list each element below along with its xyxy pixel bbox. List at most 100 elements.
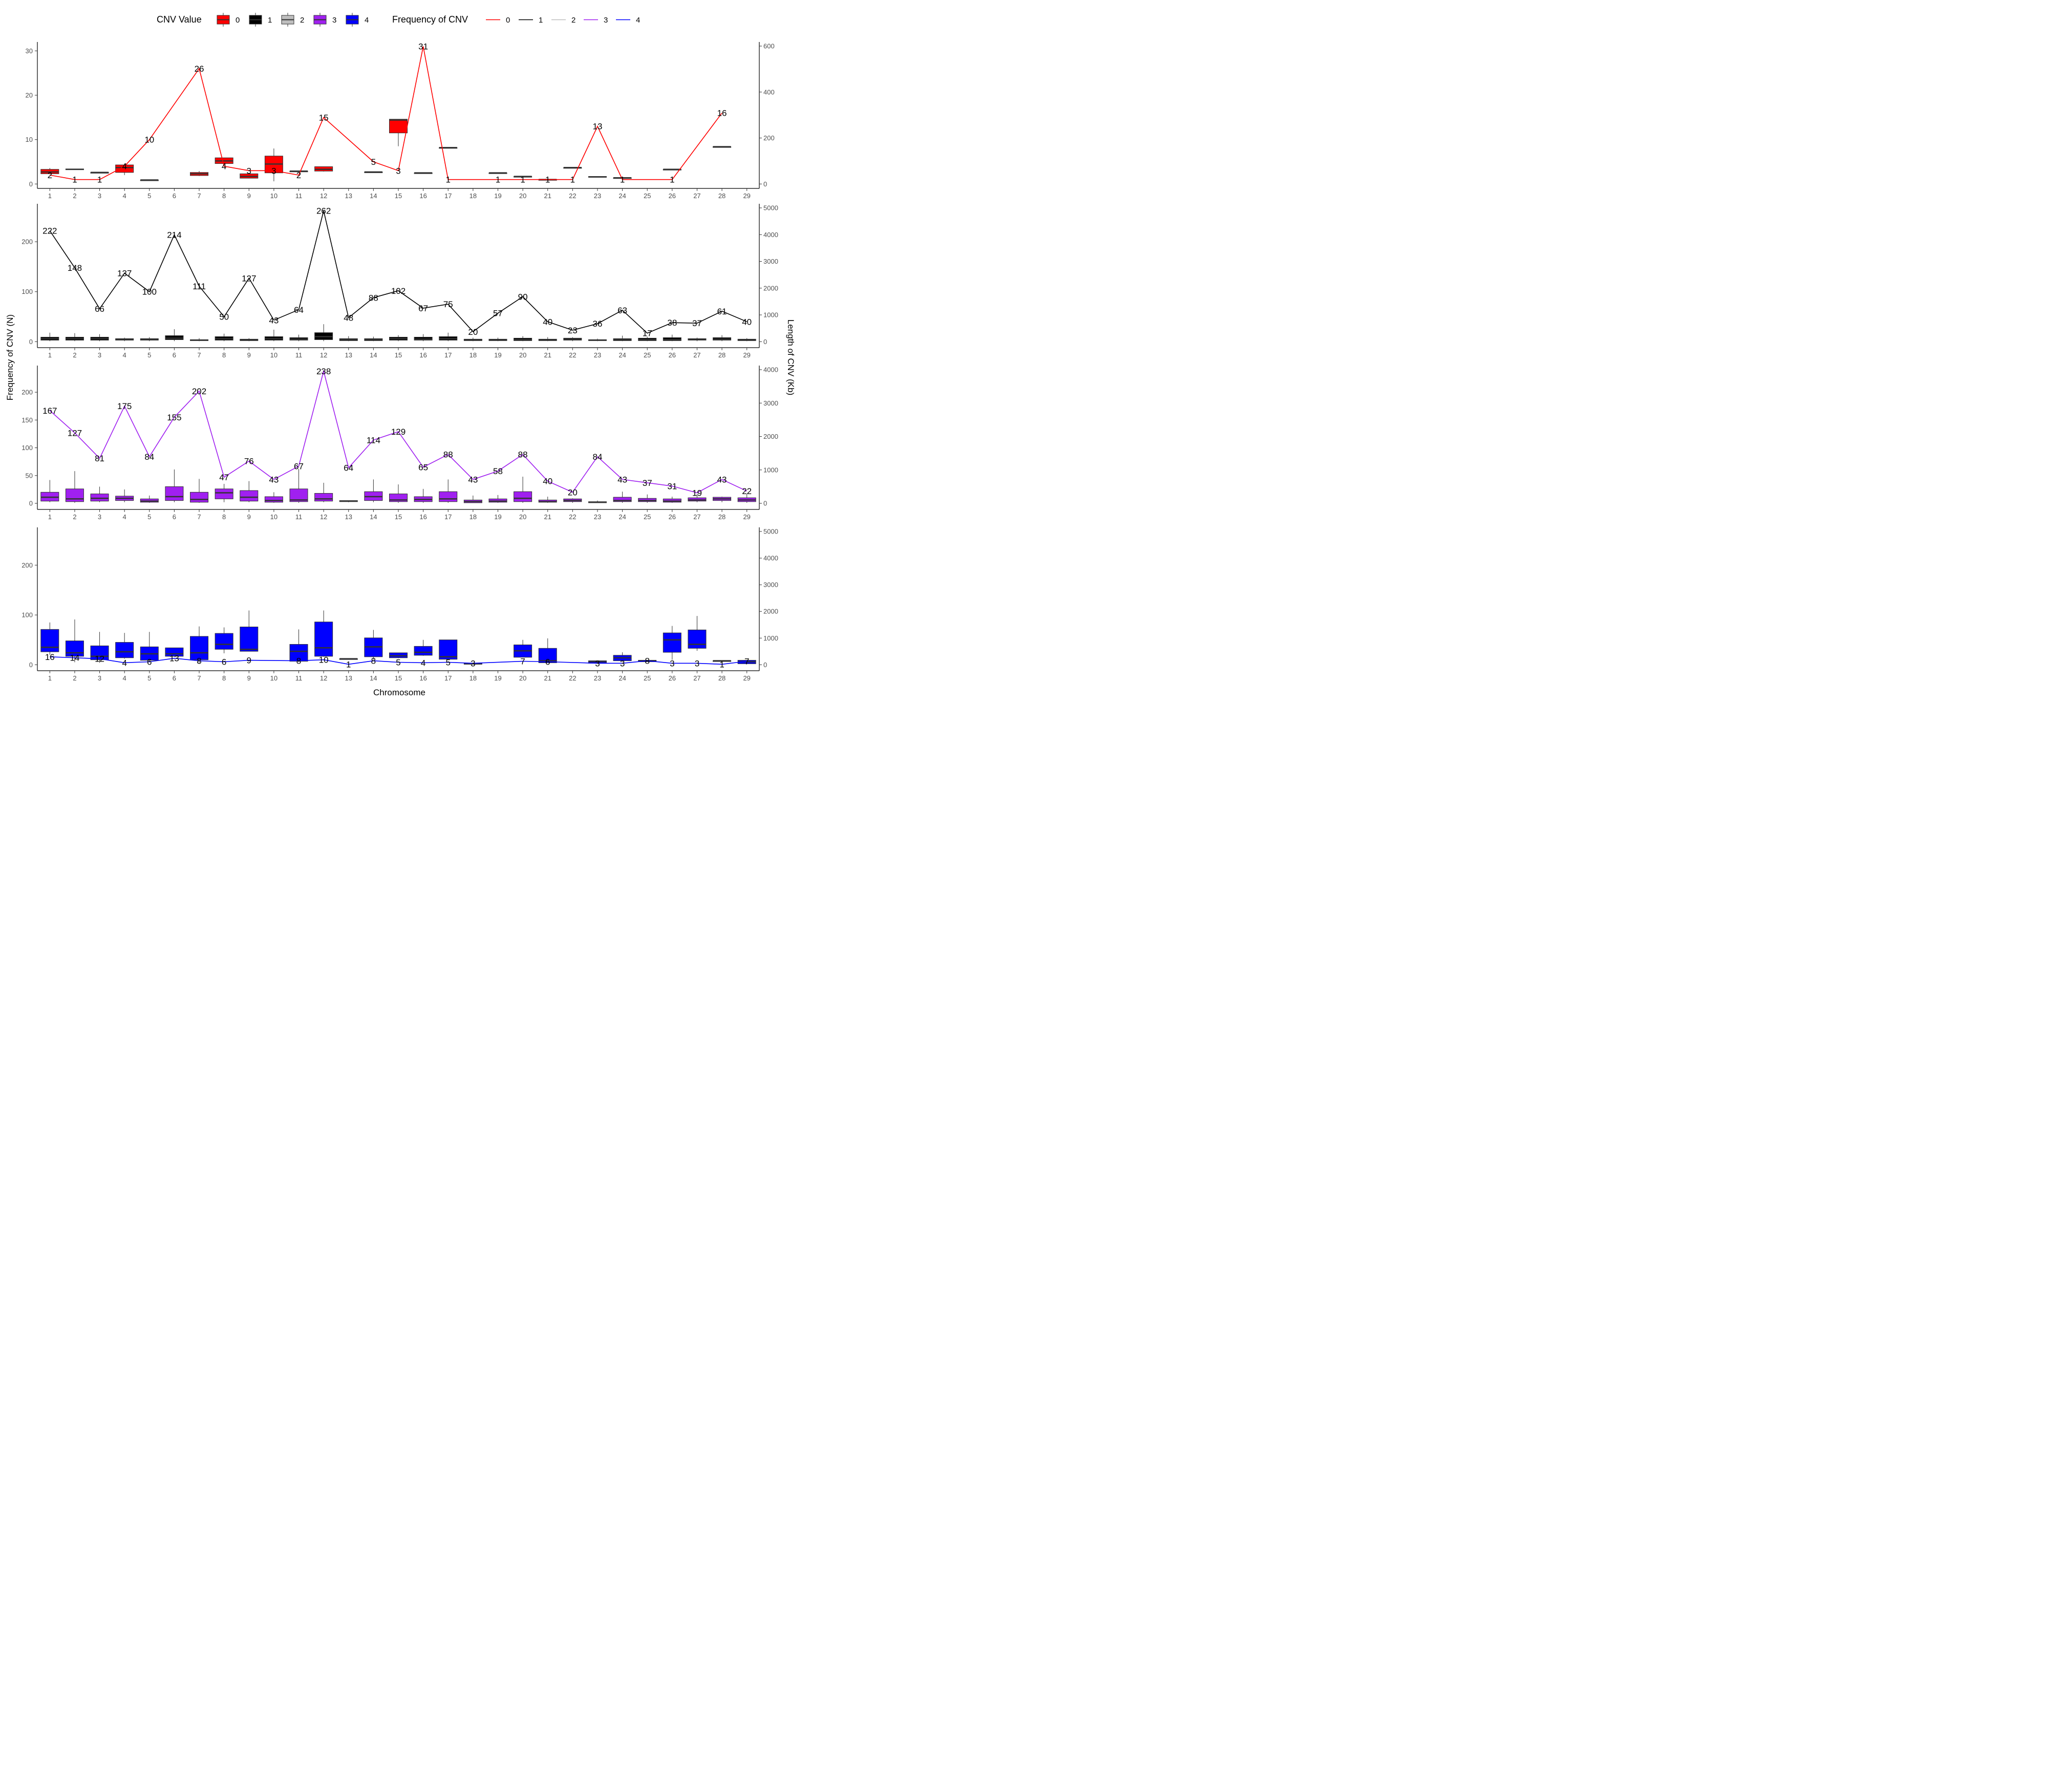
- x-tick-label: 21: [544, 513, 551, 521]
- frequency-label: 15: [319, 113, 329, 122]
- frequency-label: 31: [418, 42, 428, 52]
- y-left-tick-label: 10: [26, 136, 33, 143]
- frequency-label: 4: [122, 162, 126, 172]
- x-tick-label: 6: [173, 513, 176, 521]
- x-tick-label: 24: [618, 351, 626, 359]
- legend-box-label: 0: [236, 16, 240, 25]
- x-tick-label: 22: [569, 351, 576, 359]
- box-body: [115, 642, 134, 658]
- frequency-label: 6: [222, 657, 226, 667]
- frequency-label: 3: [670, 658, 674, 668]
- frequency-label: 12: [95, 654, 104, 664]
- y-right-tick-label: 5000: [763, 204, 778, 212]
- box-chr-16: [414, 172, 433, 174]
- x-tick-label: 14: [370, 351, 377, 359]
- box-chr-14: [364, 171, 383, 173]
- frequency-label: 1: [620, 175, 625, 185]
- x-tick-label: 1: [48, 192, 52, 200]
- frequency-label: 67: [294, 461, 304, 471]
- box-chr-7: [190, 479, 209, 503]
- x-tick-label: 12: [320, 351, 327, 359]
- frequency-label: 214: [167, 230, 181, 240]
- frequency-label: 222: [42, 226, 57, 236]
- x-tick-label: 28: [718, 513, 726, 521]
- legend-box-label: 4: [365, 16, 369, 25]
- box-chr-2: [65, 471, 84, 503]
- box-body: [663, 632, 681, 653]
- x-tick-label: 2: [73, 674, 76, 682]
- frequency-label: 3: [695, 658, 699, 668]
- x-tick-label: 14: [370, 192, 377, 200]
- x-tick-label: 3: [98, 351, 101, 359]
- x-tick-label: 15: [395, 351, 402, 359]
- x-tick-label: 26: [669, 192, 676, 200]
- frequency-label: 61: [717, 307, 727, 316]
- frequency-label: 57: [493, 309, 503, 318]
- box-body: [314, 622, 333, 657]
- box-chr-1: [40, 168, 59, 175]
- x-tick-label: 25: [644, 351, 651, 359]
- frequency-label: 43: [617, 475, 627, 484]
- x-tick-label: 7: [197, 351, 201, 359]
- y-right-tick-label: 3000: [763, 581, 778, 589]
- box-chr-26: [663, 497, 681, 503]
- box-chr-21: [538, 638, 557, 663]
- box-chr-10: [264, 492, 283, 503]
- frequency-label: 1: [72, 175, 77, 185]
- frequency-label: 16: [45, 652, 55, 662]
- frequency-label: 100: [142, 287, 157, 297]
- box-chr-24: [613, 177, 632, 179]
- x-tick-label: 9: [247, 351, 251, 359]
- frequency-label: 137: [117, 269, 132, 279]
- x-tick-label: 3: [98, 513, 101, 521]
- y-right-tick-label: 2000: [763, 433, 778, 440]
- x-tick-label: 28: [718, 674, 726, 682]
- frequency-label: 9: [247, 656, 251, 666]
- y-left-tick-label: 30: [26, 47, 33, 55]
- x-tick-label: 18: [470, 674, 477, 682]
- x-tick-label: 20: [519, 351, 526, 359]
- box-chr-23: [588, 338, 607, 342]
- frequency-label: 31: [667, 481, 677, 491]
- box-chr-15: [389, 652, 408, 658]
- frequency-label: 63: [617, 306, 627, 315]
- box-chr-12: [314, 610, 333, 657]
- box-chr-4: [115, 163, 134, 175]
- frequency-label: 13: [169, 654, 179, 664]
- x-tick-label: 24: [618, 513, 626, 521]
- x-tick-label: 17: [444, 674, 452, 682]
- frequency-label: 1: [719, 659, 724, 669]
- y-right-tick-label: 3000: [763, 399, 778, 407]
- frequency-line: [50, 46, 722, 180]
- x-tick-label: 11: [295, 351, 303, 359]
- box-chr-8: [215, 627, 233, 653]
- legend-box-key-3: 3: [313, 13, 336, 27]
- box-body: [165, 486, 184, 501]
- box-chr-26: [663, 626, 681, 660]
- frequency-label: 43: [269, 315, 279, 325]
- frequency-label: 1: [346, 659, 351, 669]
- box-chr-19: [488, 495, 507, 503]
- x-tick-label: 18: [470, 513, 477, 521]
- y-left-tick-label: 0: [29, 661, 33, 669]
- box-chr-9: [240, 173, 259, 179]
- box-chr-27: [688, 616, 707, 651]
- y-left-tick-label: 0: [29, 500, 33, 507]
- box-chr-6: [165, 647, 184, 657]
- box-chr-24: [613, 335, 632, 342]
- box-body: [215, 488, 233, 499]
- frequency-label: 3: [396, 166, 400, 176]
- box-chr-19: [488, 172, 507, 174]
- x-tick-label: 18: [470, 351, 477, 359]
- x-tick-label: 23: [594, 513, 601, 521]
- x-tick-label: 6: [173, 351, 176, 359]
- frequency-label: 8: [645, 656, 649, 666]
- y-left-tick-label: 0: [29, 180, 33, 188]
- y-right-tick-label: 4000: [763, 231, 778, 239]
- y-right-tick-label: 0: [763, 180, 767, 188]
- y-right-tick-label: 200: [763, 134, 775, 142]
- frequency-label: 3: [247, 166, 251, 176]
- frequency-label: 36: [593, 319, 603, 329]
